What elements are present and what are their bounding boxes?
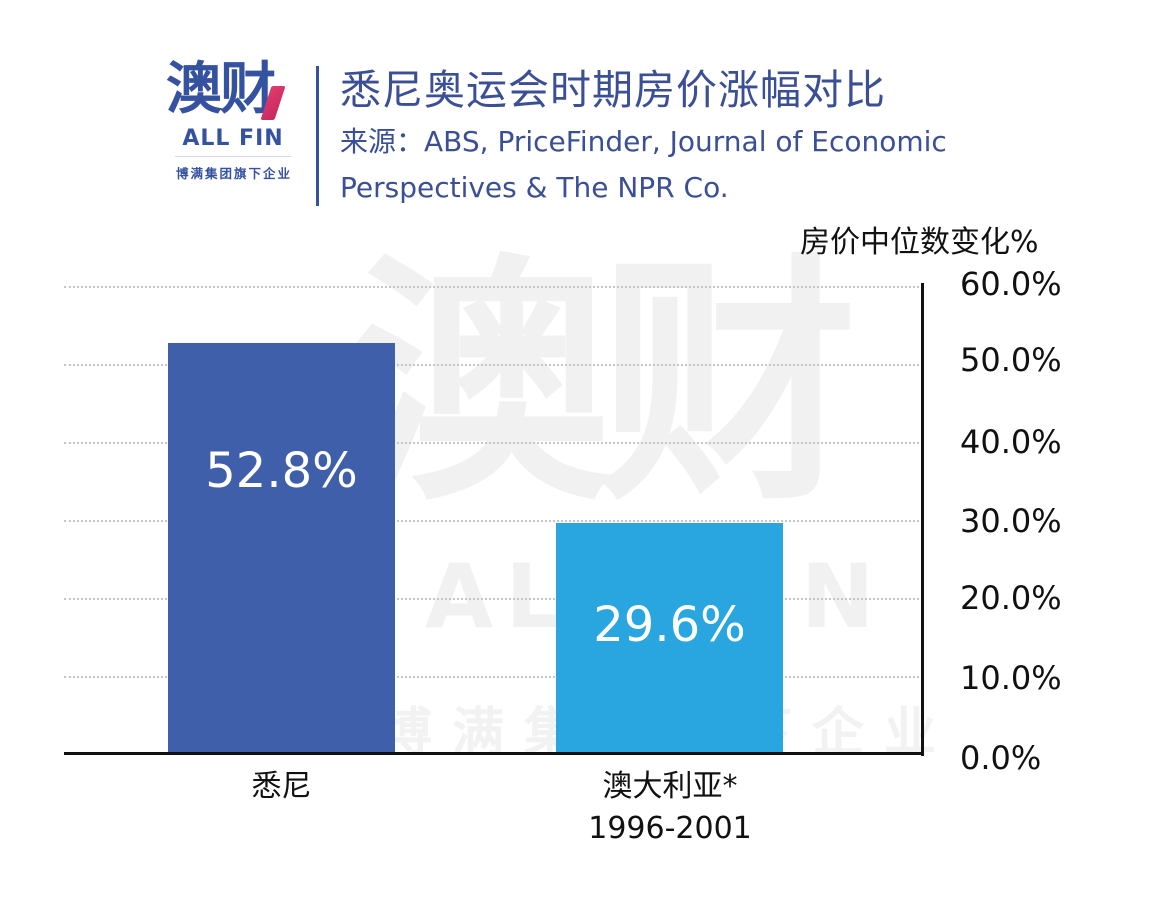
- source-line-1: 来源：ABS, PriceFinder, Journal of Economic: [340, 125, 947, 158]
- gridline-40: [64, 442, 923, 444]
- bar-sydney: 52.8%: [168, 343, 395, 753]
- y-tick: 10.0%: [960, 659, 1062, 697]
- gridline-30: [64, 520, 923, 522]
- gridline-50: [64, 364, 923, 366]
- y-tick: 0.0%: [960, 739, 1042, 777]
- x-tick-sydney: 悉尼: [251, 769, 312, 804]
- x-tick-australia-period: 1996-2001: [588, 811, 752, 846]
- bar-value-label: 29.6%: [593, 597, 746, 653]
- gridline-10: [64, 676, 923, 678]
- y-tick: 60.0%: [960, 265, 1062, 303]
- watermark-logo: 澳财: [352, 234, 858, 536]
- gridline-60: [64, 286, 923, 288]
- logo-subtitle: ALL FIN: [182, 126, 284, 151]
- bar-australia: 29.6%: [556, 523, 783, 753]
- x-tick-australia: 澳大利亚*: [602, 769, 738, 804]
- gridline-20: [64, 598, 923, 600]
- y-axis-label: 房价中位数变化%: [800, 225, 1039, 260]
- logo-divider: [175, 156, 291, 157]
- bar-value-label: 52.8%: [205, 443, 358, 499]
- y-tick: 30.0%: [960, 502, 1062, 540]
- logo-text: 澳财: [166, 57, 276, 122]
- logo-tagline: 博满集团旗下企业: [175, 166, 292, 181]
- y-axis-line: [921, 283, 924, 756]
- y-tick: 20.0%: [960, 579, 1062, 617]
- x-axis-line: [64, 752, 924, 755]
- y-tick: 50.0%: [960, 341, 1062, 379]
- y-tick: 40.0%: [960, 423, 1062, 461]
- chart-title: 悉尼奥运会时期房价涨幅对比: [340, 66, 886, 114]
- header-separator: [316, 66, 319, 206]
- source-line-2: Perspectives & The NPR Co.: [340, 171, 729, 204]
